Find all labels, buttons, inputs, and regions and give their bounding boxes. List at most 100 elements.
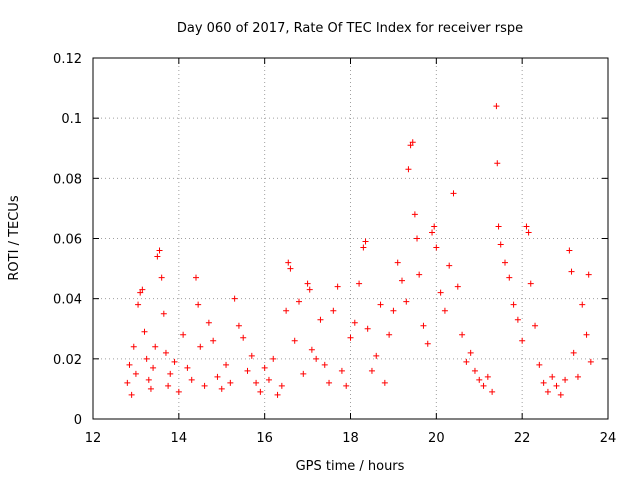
data-point: [373, 352, 380, 359]
data-point: [227, 379, 234, 386]
data-point: [330, 307, 337, 314]
data-point: [257, 388, 264, 395]
data-point: [471, 367, 478, 374]
y-tick-label: 0.1: [61, 112, 82, 127]
data-point: [437, 289, 444, 296]
data-point: [362, 238, 369, 245]
data-point: [544, 388, 551, 395]
y-tick-label: 0.12: [53, 52, 82, 67]
data-point: [175, 388, 182, 395]
data-point: [180, 331, 187, 338]
data-point: [193, 274, 199, 281]
data-point: [532, 322, 539, 329]
data-point: [356, 280, 363, 287]
data-point: [414, 235, 421, 242]
data-point: [274, 391, 281, 398]
data-point: [156, 247, 163, 254]
data-point: [377, 301, 384, 308]
data-point: [570, 349, 577, 356]
data-point: [489, 388, 496, 395]
data-point: [158, 274, 165, 281]
data-point: [519, 337, 526, 344]
data-point: [132, 370, 139, 377]
y-axis-label: ROTI / TECUs: [7, 195, 22, 280]
data-point: [128, 391, 135, 398]
data-point: [525, 229, 532, 236]
data-point: [278, 382, 285, 389]
data-point: [296, 298, 302, 305]
data-point: [304, 280, 311, 287]
data-point: [338, 367, 345, 374]
data-point: [137, 289, 144, 296]
data-point: [394, 259, 401, 266]
data-point: [205, 319, 212, 326]
data-point: [506, 274, 513, 281]
data-point: [527, 280, 534, 287]
data-point: [139, 286, 146, 293]
data-point: [162, 349, 169, 356]
data-point: [317, 316, 324, 323]
data-point: [480, 382, 487, 389]
data-point: [583, 331, 590, 338]
data-point: [308, 346, 315, 353]
data-point: [424, 340, 431, 347]
x-tick-labels: 12 14 16 18 20 22 24: [85, 431, 617, 446]
data-point: [240, 334, 247, 341]
data-point: [411, 211, 418, 218]
y-tick-labels: 0 0.02 0.04 0.06 0.08 0.1 0.12: [53, 52, 82, 428]
data-point: [201, 382, 208, 389]
data-point: [467, 349, 474, 356]
data-point: [351, 319, 358, 326]
data-point: [568, 268, 575, 275]
data-point: [585, 271, 592, 278]
data-point: [368, 367, 375, 374]
y-tick-label: 0.08: [53, 172, 82, 187]
data-point: [574, 373, 581, 380]
data-point: [126, 361, 133, 368]
data-point: [459, 331, 466, 338]
data-point: [566, 247, 573, 254]
data-point: [135, 301, 142, 308]
gridlines: [93, 58, 608, 419]
data-point: [433, 244, 440, 251]
data-point: [553, 382, 560, 389]
data-point: [195, 301, 202, 308]
data-point: [160, 310, 167, 317]
data-points: [124, 103, 594, 398]
data-point: [416, 271, 423, 278]
data-point: [429, 229, 436, 236]
data-point: [399, 277, 405, 284]
data-point: [291, 337, 298, 344]
data-point: [270, 355, 277, 362]
chart-title: Day 060 of 2017, Rate Of TEC Index for r…: [177, 21, 523, 36]
data-point: [407, 142, 414, 149]
data-point: [502, 259, 508, 266]
data-point: [381, 379, 388, 386]
data-point: [321, 361, 328, 368]
data-point: [326, 379, 333, 386]
data-point: [147, 385, 154, 392]
data-point: [165, 382, 172, 389]
y-tick-label: 0.06: [53, 233, 82, 248]
data-point: [285, 259, 292, 266]
data-point: [493, 103, 500, 110]
data-point: [248, 352, 255, 359]
data-point: [313, 355, 320, 362]
data-point: [450, 190, 457, 197]
data-point: [360, 244, 367, 251]
data-point: [188, 376, 195, 383]
data-point: [334, 283, 341, 290]
data-point: [130, 343, 137, 350]
x-tick-label: 18: [342, 431, 359, 446]
data-point: [150, 364, 157, 371]
data-point: [420, 322, 427, 329]
data-point: [454, 283, 461, 290]
data-point: [386, 331, 393, 338]
y-tick-label: 0: [74, 413, 82, 428]
data-point: [143, 355, 150, 362]
data-point: [514, 316, 521, 323]
data-point: [184, 364, 191, 371]
data-point: [343, 382, 350, 389]
data-point: [261, 364, 268, 371]
